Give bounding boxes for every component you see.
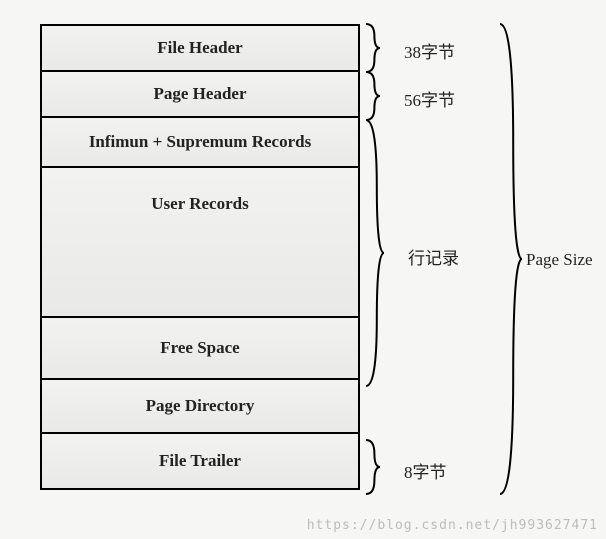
block-label: Page Header <box>154 84 247 104</box>
block-label: User Records <box>151 194 248 214</box>
brace <box>366 72 380 120</box>
block-label: File Header <box>157 38 242 58</box>
annotation-label: 38字节 <box>404 38 455 63</box>
block-row: User Records <box>42 168 358 318</box>
block-row: Free Space <box>42 318 358 380</box>
block-row: Page Directory <box>42 380 358 434</box>
block-label: Infimun + Supremum Records <box>89 132 311 152</box>
brace <box>366 440 380 494</box>
watermark: https://blog.csdn.net/jh993627471 <box>307 518 598 533</box>
block-row: Infimun + Supremum Records <box>42 118 358 168</box>
brace <box>366 120 384 386</box>
annotation-label: 行记录 <box>408 244 459 269</box>
page-structure-diagram: File Header Page Header Infimun + Supremum… <box>40 24 360 490</box>
block-label: File Trailer <box>159 451 241 471</box>
annotation-label: 8字节 <box>404 458 447 483</box>
block-label: Page Directory <box>146 396 255 416</box>
brace <box>500 24 522 494</box>
block-row: File Trailer <box>42 434 358 488</box>
annotation-label: Page Size <box>526 250 593 270</box>
block-label: Free Space <box>160 338 239 358</box>
annotation-label: 56字节 <box>404 86 455 111</box>
brace <box>366 24 380 72</box>
block-row: File Header <box>42 26 358 72</box>
block-row: Page Header <box>42 72 358 118</box>
